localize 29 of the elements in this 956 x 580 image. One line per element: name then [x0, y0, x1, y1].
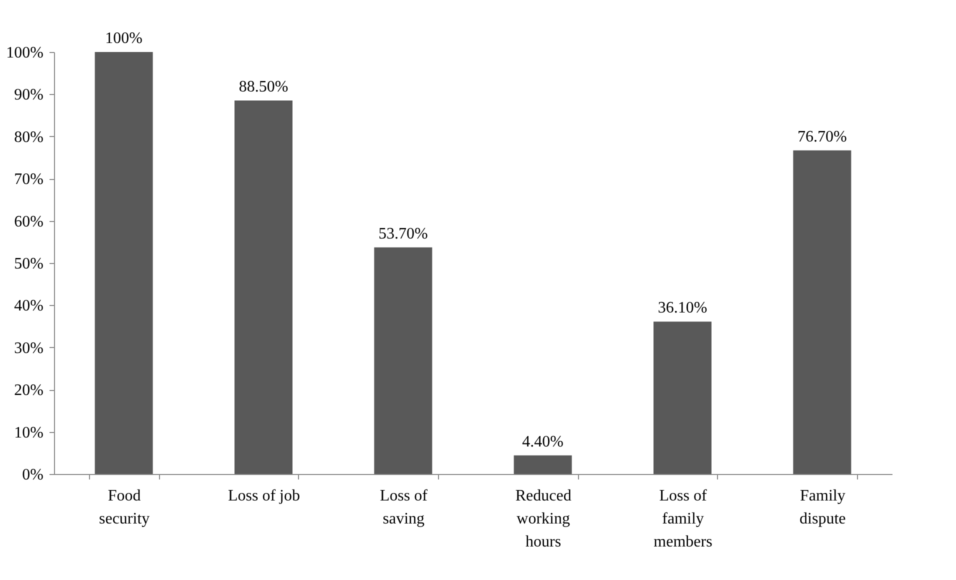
- y-tick-label: 100%: [6, 44, 44, 62]
- data-label: 76.70%: [798, 128, 847, 146]
- y-tick-label: 80%: [14, 128, 44, 146]
- y-tick-label: 30%: [14, 340, 44, 357]
- x-tick-label: Loss of job: [228, 488, 300, 504]
- x-tick-label: Reduced working hours: [515, 488, 572, 550]
- y-tick-label: 60%: [14, 213, 44, 230]
- x-tick-label: Loss of family members: [654, 488, 712, 550]
- y-tick-label: 40%: [14, 298, 44, 315]
- bar: [793, 150, 852, 474]
- x-tick-label: Family dispute: [800, 488, 846, 528]
- data-label: 88.50%: [238, 78, 288, 96]
- bar: [234, 100, 292, 474]
- data-label: 53.70%: [378, 225, 428, 242]
- bar: [94, 52, 153, 474]
- y-tick-label: 20%: [14, 382, 44, 400]
- y-tick-label: 10%: [14, 424, 44, 442]
- y-tick-label: 50%: [14, 256, 44, 272]
- x-tick-label: Loss of saving: [380, 488, 428, 528]
- bar: [654, 322, 712, 474]
- y-tick-label: 70%: [14, 171, 44, 188]
- y-tick-label: 90%: [14, 86, 44, 104]
- data-label: 100%: [105, 30, 142, 47]
- x-tick-label: Food security: [99, 488, 150, 528]
- bar: [514, 455, 572, 474]
- bar: [374, 247, 432, 474]
- data-label: 36.10%: [658, 300, 708, 317]
- data-label: 4.40%: [522, 433, 564, 450]
- y-tick-label: 0%: [22, 466, 44, 484]
